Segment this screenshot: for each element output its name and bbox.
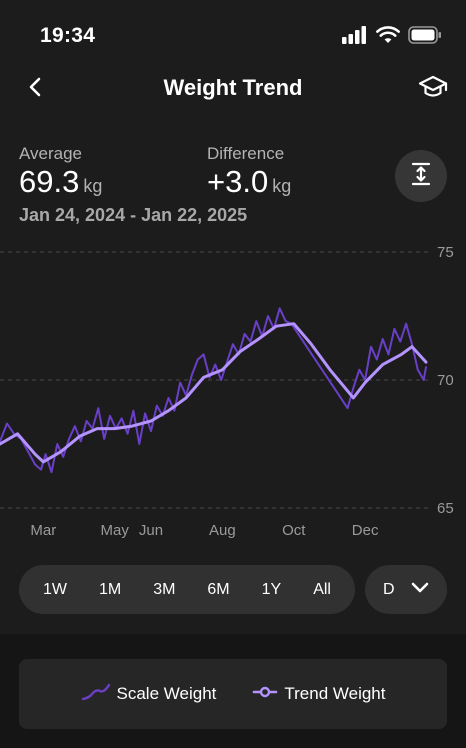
- y-tick-label-65: 65: [437, 500, 454, 517]
- difference-unit: kg: [272, 176, 292, 196]
- scale-weight-line: [0, 307, 427, 474]
- average-number: 69.3: [19, 164, 80, 199]
- average-value: 69.3 kg: [19, 164, 102, 200]
- learn-button[interactable]: [416, 72, 450, 106]
- legend-trend-label: Trend Weight: [284, 684, 386, 703]
- legend-scale-label: Scale Weight: [116, 684, 217, 703]
- cellular-signal-icon: [342, 26, 368, 49]
- x-tick-label-oct: Oct: [282, 522, 306, 539]
- status-icons: [342, 26, 442, 49]
- range-option-1y[interactable]: 1Y: [261, 580, 282, 598]
- wifi-icon: [376, 26, 400, 49]
- page-title: Weight Trend: [163, 75, 303, 100]
- status-time: 19:34: [40, 24, 96, 47]
- status-bar: 19:34: [0, 0, 466, 70]
- fit-range-button[interactable]: [395, 150, 447, 202]
- difference-number: +3.0: [207, 164, 269, 199]
- granularity-value: D: [383, 580, 395, 598]
- x-tick-label-jun: Jun: [139, 522, 163, 539]
- date-range: Jan 24, 2024 - Jan 22, 2025: [19, 205, 248, 225]
- difference-value: +3.0 kg: [207, 164, 291, 200]
- trend-line-icon: [252, 682, 278, 707]
- range-option-6m[interactable]: 6M: [207, 580, 230, 598]
- average-unit: kg: [83, 176, 103, 196]
- back-button[interactable]: [18, 72, 52, 106]
- legend-trend-weight[interactable]: Trend Weight: [252, 682, 385, 707]
- range-option-all[interactable]: All: [313, 580, 331, 598]
- scale-line-icon: [81, 682, 111, 707]
- x-tick-label-dec: Dec: [352, 522, 379, 539]
- x-tick-label-aug: Aug: [209, 522, 236, 539]
- range-option-1w[interactable]: 1W: [42, 580, 67, 598]
- trend-weight-line: [0, 322, 428, 464]
- y-tick-label-70: 70: [437, 372, 454, 389]
- average-label: Average: [19, 144, 83, 163]
- range-option-1m[interactable]: 1M: [98, 580, 122, 598]
- legend-scale-weight[interactable]: Scale Weight: [81, 682, 217, 707]
- y-tick-label-75: 75: [437, 244, 454, 261]
- x-tick-label-may: May: [101, 522, 130, 539]
- difference-label: Difference: [207, 144, 285, 163]
- battery-icon: [408, 26, 442, 49]
- granularity-dropdown[interactable]: D: [365, 565, 447, 614]
- range-selector[interactable]: 1W 1M 3M 6M 1Y All: [19, 565, 355, 614]
- x-tick-label-mar: Mar: [30, 522, 56, 539]
- chevron-left-icon: [27, 76, 43, 103]
- chevron-down-icon: [411, 581, 429, 599]
- weight-trend-chart[interactable]: 75 70 65 Mar May Jun Aug Oct Dec: [0, 236, 466, 546]
- expand-vertical-icon: [410, 162, 432, 191]
- chart-legend: Scale Weight Trend Weight: [19, 659, 447, 729]
- range-option-3m[interactable]: 3M: [153, 580, 176, 598]
- legend-area: Scale Weight Trend Weight: [0, 634, 466, 748]
- graduation-cap-icon: [418, 74, 448, 105]
